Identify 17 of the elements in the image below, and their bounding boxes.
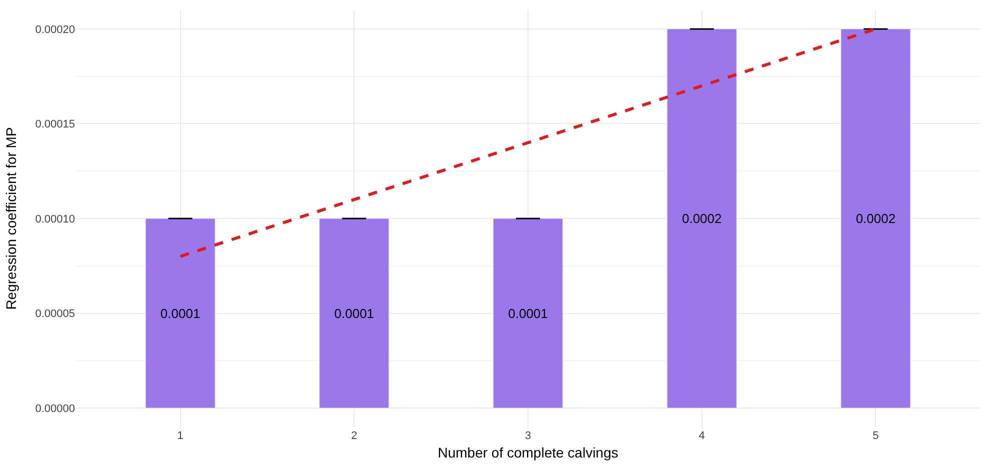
x-tick-label: 1 (177, 430, 184, 442)
x-tick-label: 3 (524, 430, 532, 442)
y-tick-label: 0.00020 (35, 24, 75, 36)
x-axis-title: Number of complete calvings (438, 444, 618, 460)
x-tick-label: 2 (351, 430, 358, 442)
data-label: 0.0002 (682, 211, 722, 226)
y-tick-label: 0.00015 (35, 118, 75, 131)
y-tick-label: 0.00005 (35, 308, 75, 320)
y-tick-label: 0.00010 (35, 213, 75, 226)
y-axis-title: Regression coefficient for MP (2, 127, 19, 310)
data-label: 0.0002 (856, 211, 896, 226)
data-label: 0.0001 (334, 306, 374, 321)
x-tick-label: 5 (872, 430, 879, 442)
x-tick-label: 4 (698, 430, 705, 442)
y-tick-label: 0.00000 (35, 402, 75, 415)
data-label: 0.0001 (160, 306, 200, 321)
data-label: 0.0001 (508, 306, 548, 321)
